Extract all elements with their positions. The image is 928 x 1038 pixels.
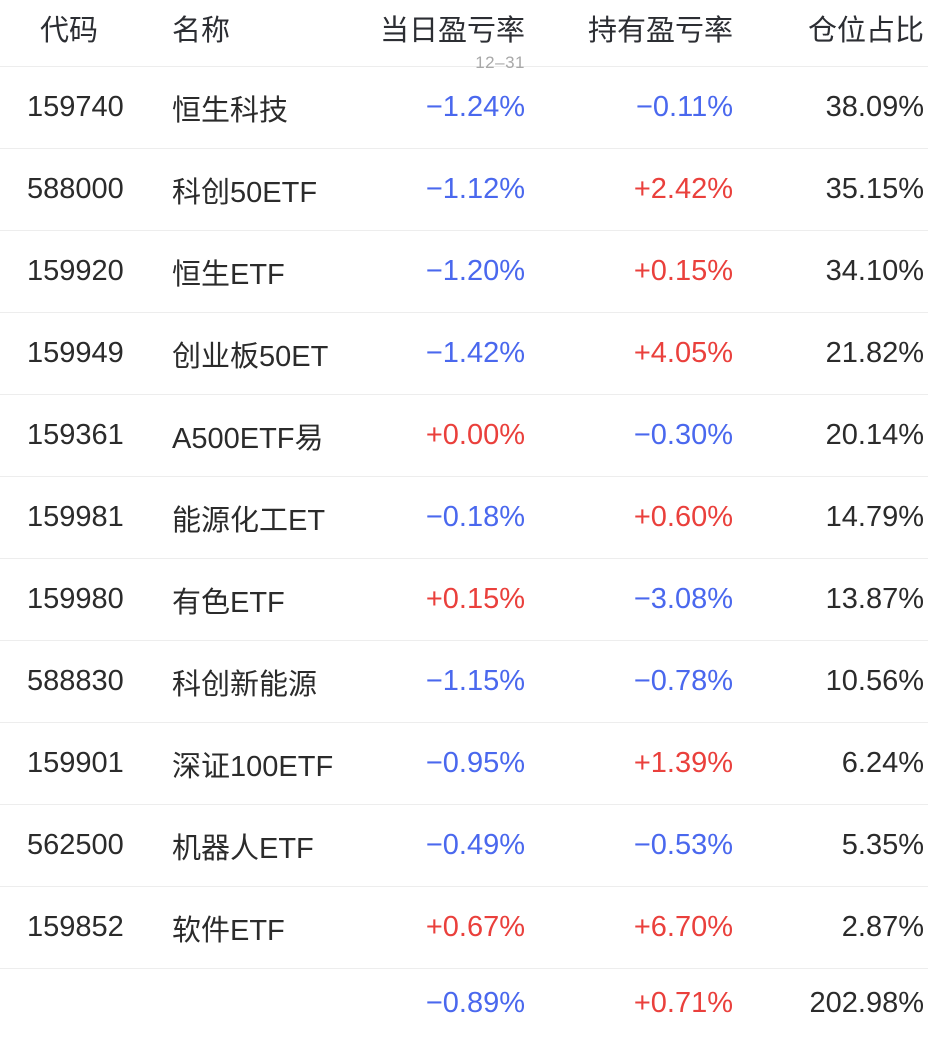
position-weight: 13.87% xyxy=(825,583,924,615)
header-daily-pnl-label: 当日盈亏率 xyxy=(379,15,525,47)
header-daily-pnl-date: 12–31 xyxy=(475,53,525,72)
fund-name: 能源化工ET xyxy=(172,504,326,537)
fund-code: 159852 xyxy=(27,911,124,943)
holding-pnl: +2.42% xyxy=(633,173,733,205)
fund-name: 恒生ETF xyxy=(172,258,285,291)
daily-pnl: −1.42% xyxy=(425,337,525,369)
fund-name: 创业板50ET xyxy=(172,340,329,373)
position-weight: 2.87% xyxy=(841,911,924,943)
holding-pnl: −3.08% xyxy=(633,583,733,615)
daily-pnl: +0.15% xyxy=(425,583,525,615)
table-row[interactable]: 159901 深证100ETF −0.95% +1.39% 6.24% xyxy=(0,722,928,804)
fund-name: 软件ETF xyxy=(172,914,285,947)
summary-position-weight: 202.98% xyxy=(809,987,925,1019)
fund-code: 588000 xyxy=(27,173,124,205)
table-row[interactable]: 159920 恒生ETF −1.20% +0.15% 34.10% xyxy=(0,230,928,312)
holding-pnl: −0.78% xyxy=(633,665,733,697)
fund-code: 588830 xyxy=(27,665,124,697)
table-row[interactable]: 159980 有色ETF +0.15% −3.08% 13.87% xyxy=(0,558,928,640)
holding-pnl: +6.70% xyxy=(633,911,733,943)
table-row[interactable]: 159740 恒生科技 −1.24% −0.11% 38.09% xyxy=(0,66,928,148)
fund-name: 科创50ETF xyxy=(172,176,318,209)
fund-name: 机器人ETF xyxy=(172,832,314,865)
position-weight: 20.14% xyxy=(825,419,924,451)
table-row[interactable]: 588830 科创新能源 −1.15% −0.78% 10.56% xyxy=(0,640,928,722)
fund-code: 159981 xyxy=(27,501,124,533)
fund-code: 159980 xyxy=(27,583,124,615)
daily-pnl: +0.00% xyxy=(425,419,525,451)
position-weight: 38.09% xyxy=(825,91,924,123)
holding-pnl: +0.60% xyxy=(633,501,733,533)
table-row[interactable]: 159361 A500ETF易 +0.00% −0.30% 20.14% xyxy=(0,394,928,476)
table-row[interactable]: 588000 科创50ETF −1.12% +2.42% 35.15% xyxy=(0,148,928,230)
header-name[interactable]: 名称 xyxy=(172,15,231,47)
header-daily-pnl[interactable]: 当日盈亏率 12–31 xyxy=(362,7,525,76)
table-row[interactable]: 159981 能源化工ET −0.18% +0.60% 14.79% xyxy=(0,476,928,558)
header-holding-pnl[interactable]: 持有盈亏率 xyxy=(587,15,733,47)
fund-name: 有色ETF xyxy=(172,586,285,619)
daily-pnl: −1.15% xyxy=(425,665,525,697)
daily-pnl: −0.95% xyxy=(425,747,525,779)
daily-pnl: −1.20% xyxy=(425,255,525,287)
summary-holding-pnl: +0.71% xyxy=(633,987,733,1019)
fund-code: 562500 xyxy=(27,829,124,861)
table-row[interactable]: 562500 机器人ETF −0.49% −0.53% 5.35% xyxy=(0,804,928,886)
holding-pnl: −0.30% xyxy=(633,419,733,451)
header-code[interactable]: 代码 xyxy=(40,15,99,47)
fund-code: 159740 xyxy=(27,91,124,123)
summary-row: −0.89% +0.71% 202.98% xyxy=(0,968,928,1038)
fund-name: 深证100ETF xyxy=(172,750,334,783)
fund-code: 159949 xyxy=(27,337,124,369)
position-weight: 21.82% xyxy=(825,337,924,369)
fund-code: 159361 xyxy=(27,419,124,451)
fund-name: 科创新能源 xyxy=(172,668,318,701)
daily-pnl: −1.12% xyxy=(425,173,525,205)
daily-pnl: +0.67% xyxy=(425,911,525,943)
position-weight: 34.10% xyxy=(825,255,924,287)
daily-pnl: −1.24% xyxy=(425,91,525,123)
position-weight: 14.79% xyxy=(825,501,924,533)
fund-name: 恒生科技 xyxy=(172,94,289,127)
position-weight: 5.35% xyxy=(841,829,924,861)
table-row[interactable]: 159852 软件ETF +0.67% +6.70% 2.87% xyxy=(0,886,928,968)
daily-pnl: −0.49% xyxy=(425,829,525,861)
table-row[interactable]: 159949 创业板50ET −1.42% +4.05% 21.82% xyxy=(0,312,928,394)
holding-pnl: +1.39% xyxy=(633,747,733,779)
fund-code: 159901 xyxy=(27,747,124,779)
holding-pnl: −0.11% xyxy=(635,91,733,123)
position-weight: 6.24% xyxy=(841,747,924,779)
holding-pnl: +4.05% xyxy=(633,337,733,369)
fund-code: 159920 xyxy=(27,255,124,287)
summary-daily-pnl: −0.89% xyxy=(425,987,525,1019)
holding-pnl: +0.15% xyxy=(633,255,733,287)
table-header: 代码 名称 当日盈亏率 12–31 持有盈亏率 仓位占比 xyxy=(0,0,928,72)
position-weight: 10.56% xyxy=(825,665,924,697)
fund-name: A500ETF易 xyxy=(172,422,324,455)
position-weight: 35.15% xyxy=(825,173,924,205)
holding-pnl: −0.53% xyxy=(633,829,733,861)
header-position-weight[interactable]: 仓位占比 xyxy=(807,15,924,47)
daily-pnl: −0.18% xyxy=(425,501,525,533)
